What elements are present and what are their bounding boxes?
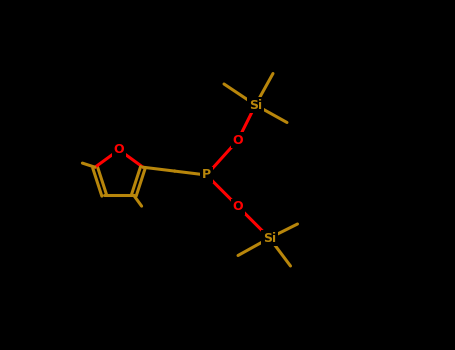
Text: Si: Si xyxy=(249,98,262,112)
Text: O: O xyxy=(233,200,243,213)
Text: O: O xyxy=(114,143,124,156)
Text: O: O xyxy=(233,133,243,147)
Text: Si: Si xyxy=(263,231,276,245)
Text: P: P xyxy=(202,168,211,182)
